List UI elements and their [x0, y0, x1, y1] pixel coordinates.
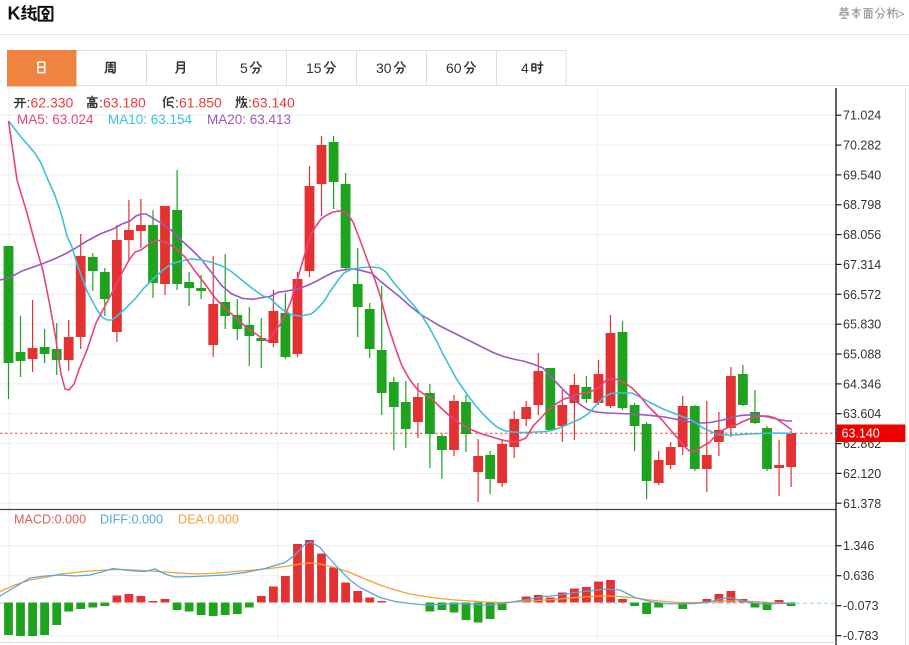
svg-text:DIFF:0.000: DIFF:0.000	[100, 513, 163, 527]
svg-text:66.572: 66.572	[843, 288, 881, 302]
svg-text:MA5: 63.024: MA5: 63.024	[17, 112, 94, 127]
svg-text:MA10: 63.154: MA10: 63.154	[108, 112, 193, 127]
svg-text:67.314: 67.314	[843, 258, 881, 272]
svg-text:63.140: 63.140	[842, 427, 880, 441]
svg-text:63.604: 63.604	[843, 407, 881, 421]
svg-text:1.346: 1.346	[843, 539, 874, 553]
svg-text:61.378: 61.378	[843, 497, 881, 511]
svg-text:0.636: 0.636	[843, 569, 874, 583]
svg-text:68.798: 68.798	[843, 198, 881, 212]
svg-text::: :	[248, 95, 252, 111]
svg-text:-0.783: -0.783	[843, 629, 878, 643]
svg-text:30: 30	[376, 60, 392, 76]
svg-text:5: 5	[240, 60, 248, 76]
svg-text::: :	[27, 95, 31, 111]
svg-text:70.282: 70.282	[843, 139, 881, 153]
svg-text:K: K	[8, 4, 21, 24]
svg-text:DEA:0.000: DEA:0.000	[178, 513, 239, 527]
svg-text::: :	[175, 95, 179, 111]
svg-text:64.346: 64.346	[843, 377, 881, 391]
svg-text:4: 4	[521, 60, 529, 76]
svg-text:65.830: 65.830	[843, 318, 881, 332]
svg-text:62.330: 62.330	[31, 95, 74, 111]
svg-text:60: 60	[446, 60, 462, 76]
svg-text:MACD:0.000: MACD:0.000	[14, 513, 86, 527]
svg-text:-0.073: -0.073	[843, 599, 878, 613]
svg-text:MA20: 63.413: MA20: 63.413	[207, 112, 291, 127]
svg-text:62.120: 62.120	[843, 467, 881, 481]
svg-text:63.140: 63.140	[252, 95, 295, 111]
svg-text:68.056: 68.056	[843, 228, 881, 242]
svg-text:61.850: 61.850	[179, 95, 222, 111]
svg-text::: :	[99, 95, 103, 111]
svg-text:>: >	[898, 7, 905, 21]
svg-text:71.024: 71.024	[843, 109, 881, 123]
svg-text:63.180: 63.180	[103, 95, 146, 111]
svg-text:65.088: 65.088	[843, 348, 881, 362]
svg-text:15: 15	[306, 60, 322, 76]
svg-text:69.540: 69.540	[843, 168, 881, 182]
